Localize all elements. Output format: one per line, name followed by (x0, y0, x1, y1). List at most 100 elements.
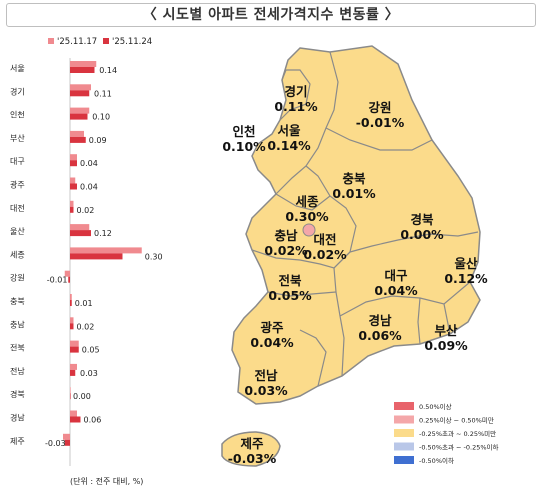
korea-map: 경기0.11% 강원-0.01%인천0.10%서울0.14%충북0.01%세종0.… (221, 45, 488, 467)
category-label: 세종 (10, 250, 25, 259)
region-name: 경북 (410, 212, 434, 227)
bar-prev-week (70, 410, 77, 417)
legend-label-curr: '25.11.24 (112, 37, 152, 47)
category-label: 경남 (10, 413, 25, 423)
bar-this-week (70, 369, 76, 376)
region-name: 세종 (295, 194, 319, 209)
region-value: 0.04% (250, 335, 294, 350)
region-border (279, 69, 311, 121)
bar-prev-week (70, 340, 79, 347)
region-value: 0.05% (268, 288, 312, 303)
map-jeju (221, 431, 281, 467)
bar-prev-week (70, 84, 91, 91)
bar-this-week (70, 90, 90, 97)
map-sejong-marker (302, 223, 316, 237)
legend-label-prev: '25.11.17 (57, 37, 97, 47)
scale-label: 0.25%이상 ~ 0.50%미만 (419, 416, 494, 425)
data-label: 0.03 (80, 369, 98, 378)
scale-swatch (394, 442, 414, 451)
category-label: 경기 (10, 86, 25, 96)
region-value: 0.06% (358, 328, 402, 343)
chart-title: 〈 시도별 아파트 전세가격지수 변동률 〉 (142, 7, 400, 23)
region-value: -0.03% (228, 451, 277, 466)
region-border (443, 303, 451, 335)
unit-note: (단위 : 전주 대비, %) (70, 477, 144, 486)
data-label: 0.12 (94, 229, 112, 238)
bar-this-week (70, 393, 71, 400)
legend-swatch-prev (48, 38, 54, 44)
data-label: 0.02 (77, 322, 95, 331)
bar-this-week (70, 300, 72, 306)
bar-this-week (70, 253, 123, 260)
scale-label: -0.50%이하 (419, 456, 454, 465)
region-border (325, 127, 433, 151)
bar-prev-week (70, 387, 71, 394)
region-name: 제주 (240, 436, 264, 451)
bar-this-week (70, 206, 74, 213)
region-border (339, 281, 471, 317)
data-label: 0.09 (89, 136, 107, 145)
region-value: 0.01% (332, 186, 376, 201)
region-name: 서울 (277, 123, 301, 138)
bar-this-week (70, 323, 74, 330)
bar-prev-week (70, 130, 84, 137)
region-name: 경기 (284, 84, 307, 99)
region-value: 0.04% (374, 283, 418, 298)
bar-this-week (64, 439, 70, 446)
region-value: 0.12% (444, 271, 488, 286)
region-value: 0.09% (424, 338, 468, 353)
bar-prev-week (70, 363, 77, 370)
bar-prev-week (70, 317, 74, 324)
scale-swatch (394, 456, 414, 464)
bar-this-week (68, 276, 70, 283)
data-label: 0.11 (94, 89, 112, 98)
region-name: 인천 (232, 124, 255, 139)
region-value: 0.03% (244, 383, 288, 398)
scale-label: -0.25%초과 ~ 0.25%미만 (419, 429, 496, 438)
bar-prev-week (70, 224, 90, 231)
bar-this-week (70, 416, 81, 423)
region-value: 0.02% (303, 247, 347, 262)
bar-prev-week (70, 154, 77, 161)
category-label: 대구 (10, 157, 25, 166)
data-label: -0.03 (45, 439, 66, 448)
bar-this-week (70, 113, 88, 120)
region-name: 충남 (274, 228, 298, 243)
bar-prev-week (63, 433, 70, 440)
region-name: 전남 (254, 368, 278, 383)
category-label: 전북 (10, 343, 25, 353)
bar-prev-week (70, 107, 90, 114)
region-name: 경남 (368, 313, 392, 328)
category-label: 부산 (10, 133, 25, 143)
data-label: 0.00 (73, 392, 91, 401)
region-name: 울산 (454, 256, 478, 271)
bar-this-week (70, 67, 95, 73)
bar-this-week (70, 346, 79, 353)
bar-this-week (70, 183, 77, 190)
data-label: 0.01 (75, 299, 93, 308)
region-value: 0.10% (222, 139, 266, 154)
region-name: 광주 (260, 320, 284, 335)
map-region-labels: 경기0.11% 강원-0.01%인천0.10%서울0.14%충북0.01%세종0.… (222, 84, 488, 466)
bar-this-week (70, 230, 91, 237)
scale-swatch (394, 429, 414, 437)
category-label: 충북 (10, 297, 25, 306)
category-label: 울산 (10, 226, 25, 236)
region-name: 대구 (384, 268, 408, 283)
region-name: 부산 (434, 323, 458, 338)
category-label: 전남 (10, 366, 25, 376)
category-label: 충남 (10, 320, 25, 329)
data-label: 0.10 (92, 113, 110, 122)
region-name: 충북 (342, 171, 366, 186)
region-value: 0.02% (264, 243, 308, 258)
category-label: 인천 (10, 110, 25, 120)
region-name: 전북 (278, 273, 302, 288)
region-border (417, 297, 421, 345)
region-border (299, 329, 327, 387)
category-label: 광주 (10, 180, 25, 190)
scale-swatch (394, 415, 414, 424)
bar-this-week (70, 160, 77, 167)
bar-this-week (70, 136, 86, 143)
region-value: 0.14% (267, 138, 311, 153)
